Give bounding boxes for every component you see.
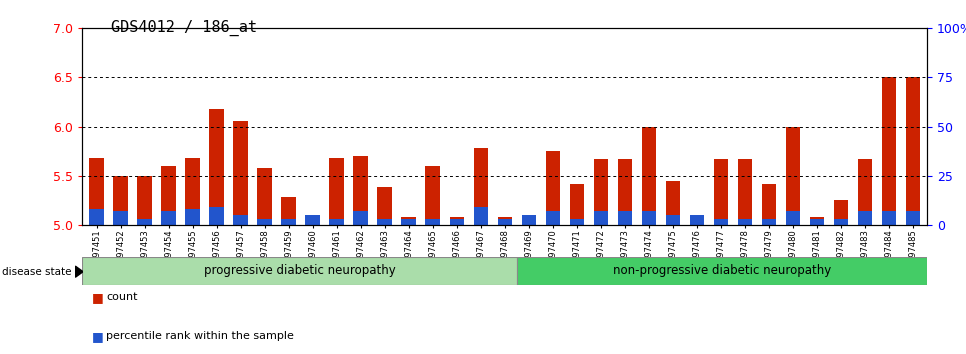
Text: percentile rank within the sample: percentile rank within the sample	[106, 331, 294, 341]
Bar	[714, 159, 728, 225]
Bar	[378, 219, 392, 225]
Bar	[281, 197, 296, 225]
Bar	[305, 215, 320, 225]
Bar	[402, 219, 416, 225]
Bar	[425, 166, 440, 225]
Bar	[570, 219, 584, 225]
Bar	[210, 109, 224, 225]
Bar	[882, 78, 896, 225]
Bar	[82, 257, 517, 285]
Bar	[329, 219, 344, 225]
Bar	[517, 257, 927, 285]
Bar	[690, 217, 704, 225]
Bar	[210, 207, 224, 225]
Bar	[497, 219, 512, 225]
Bar	[378, 188, 392, 225]
Bar	[570, 183, 584, 225]
Bar	[234, 215, 248, 225]
Bar	[113, 211, 128, 225]
Bar	[858, 211, 872, 225]
Bar	[546, 211, 560, 225]
Bar	[906, 78, 921, 225]
Bar	[714, 219, 728, 225]
Bar	[593, 211, 608, 225]
Bar	[89, 209, 103, 225]
Bar	[641, 211, 656, 225]
Polygon shape	[75, 266, 83, 277]
Bar	[785, 211, 800, 225]
Bar	[858, 159, 872, 225]
Bar	[473, 148, 488, 225]
Bar	[137, 219, 152, 225]
Bar	[449, 219, 464, 225]
Bar	[354, 211, 368, 225]
Bar	[690, 215, 704, 225]
Bar	[882, 211, 896, 225]
Bar	[834, 200, 848, 225]
Bar	[497, 217, 512, 225]
Bar	[593, 159, 608, 225]
Bar	[810, 217, 824, 225]
Bar	[113, 176, 128, 225]
Bar	[257, 219, 271, 225]
Bar	[546, 151, 560, 225]
Bar	[185, 158, 200, 225]
Bar	[738, 159, 753, 225]
Text: non-progressive diabetic neuropathy: non-progressive diabetic neuropathy	[613, 264, 831, 277]
Text: progressive diabetic neuropathy: progressive diabetic neuropathy	[204, 264, 395, 277]
Bar	[617, 211, 632, 225]
Text: GDS4012 / 186_at: GDS4012 / 186_at	[111, 19, 257, 36]
Bar	[281, 219, 296, 225]
Text: count: count	[106, 292, 138, 302]
Bar	[906, 211, 921, 225]
Text: disease state: disease state	[2, 267, 71, 276]
Bar	[473, 207, 488, 225]
Bar	[329, 158, 344, 225]
Bar	[425, 219, 440, 225]
Bar	[666, 181, 680, 225]
Bar	[257, 168, 271, 225]
Bar	[666, 215, 680, 225]
Bar	[617, 159, 632, 225]
Bar	[234, 121, 248, 225]
Bar	[89, 158, 103, 225]
Bar	[522, 215, 536, 225]
Bar	[402, 217, 416, 225]
Text: ■: ■	[92, 330, 103, 343]
Bar	[785, 127, 800, 225]
Bar	[305, 217, 320, 225]
Bar	[761, 183, 776, 225]
Bar	[161, 211, 176, 225]
Bar	[185, 209, 200, 225]
Bar	[449, 217, 464, 225]
Bar	[137, 176, 152, 225]
Bar	[522, 217, 536, 225]
Bar	[641, 127, 656, 225]
Text: ■: ■	[92, 291, 103, 304]
Bar	[834, 219, 848, 225]
Bar	[354, 156, 368, 225]
Bar	[161, 166, 176, 225]
Bar	[810, 219, 824, 225]
Bar	[738, 219, 753, 225]
Bar	[761, 219, 776, 225]
